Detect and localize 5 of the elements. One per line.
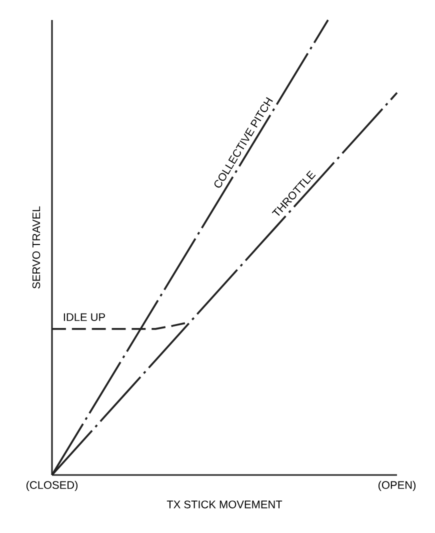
x-tick-label: (CLOSED) <box>26 480 78 492</box>
x-tick-label: (OPEN) <box>378 480 416 492</box>
x-axis-title: TX STICK MOVEMENT <box>166 500 282 508</box>
y-axis-title: SERVO TRAVEL <box>32 206 40 289</box>
series-label: IDLE UP <box>64 313 105 322</box>
